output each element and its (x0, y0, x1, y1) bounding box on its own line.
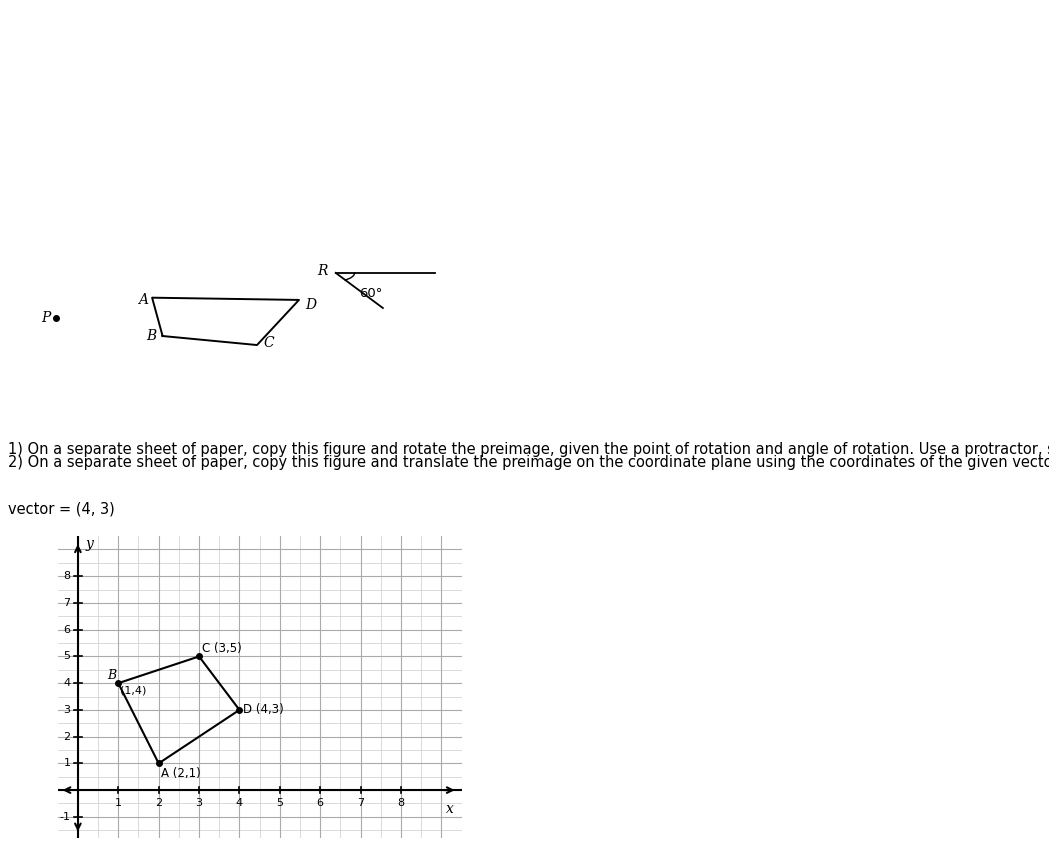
Text: 7: 7 (357, 798, 364, 808)
Text: 3: 3 (195, 798, 202, 808)
Text: (1,4): (1,4) (121, 685, 147, 695)
Text: 8: 8 (64, 571, 70, 581)
Text: C: C (263, 336, 274, 351)
Text: 5: 5 (64, 651, 70, 661)
Text: D: D (305, 298, 317, 311)
Text: 7: 7 (64, 598, 70, 608)
Text: A: A (137, 293, 148, 307)
Text: 1) On a separate sheet of paper, copy this figure and rotate the preimage, given: 1) On a separate sheet of paper, copy th… (8, 442, 1049, 457)
Text: P: P (41, 311, 50, 325)
Text: vector = (4, 3): vector = (4, 3) (8, 501, 115, 517)
Text: 2: 2 (64, 732, 70, 741)
Text: 4: 4 (64, 678, 70, 688)
Text: R: R (317, 264, 327, 277)
Text: 3: 3 (64, 705, 70, 715)
Text: 8: 8 (398, 798, 405, 808)
Text: 2: 2 (155, 798, 163, 808)
Text: D (4,3): D (4,3) (242, 704, 283, 717)
Text: x: x (446, 802, 453, 816)
Text: 60°: 60° (359, 287, 382, 300)
Text: C (3,5): C (3,5) (202, 643, 242, 655)
Text: 1: 1 (114, 798, 122, 808)
Text: A (2,1): A (2,1) (160, 768, 200, 780)
Text: 6: 6 (317, 798, 324, 808)
Text: y: y (85, 537, 93, 551)
Text: 6: 6 (64, 625, 70, 635)
Text: B: B (107, 669, 116, 682)
Text: 2) On a separate sheet of paper, copy this figure and translate the preimage on : 2) On a separate sheet of paper, copy th… (8, 455, 1049, 470)
Text: 5: 5 (276, 798, 283, 808)
Text: 1: 1 (64, 758, 70, 768)
Text: 4: 4 (236, 798, 243, 808)
Text: -1: -1 (60, 812, 70, 822)
Text: B: B (146, 328, 156, 343)
